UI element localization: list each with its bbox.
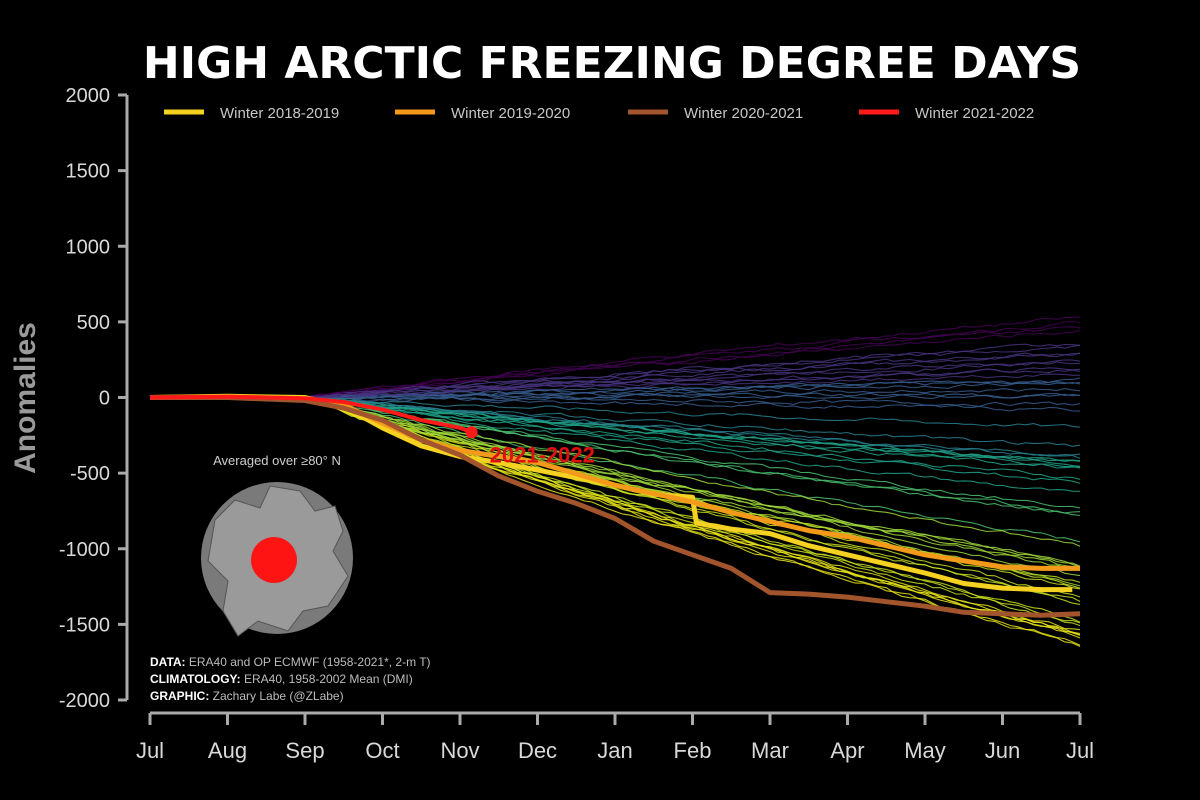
series-line-winter-2021-2022 [149, 394, 473, 435]
x-tick-label: Jul [1066, 738, 1094, 763]
y-tick-label: -1500 [59, 614, 110, 636]
y-tick-label: 0 [99, 388, 110, 410]
y-tick-label: 500 [77, 312, 110, 334]
x-tick-label: Feb [674, 738, 712, 763]
y-tick-label: -1000 [59, 539, 110, 561]
inset-map: Averaged over ≥80° N [201, 453, 353, 637]
legend-entry: Winter 2021-2022 [915, 105, 1034, 122]
legend-entry: Winter 2019-2020 [451, 105, 570, 122]
x-tick-label: Mar [751, 738, 789, 763]
credit-data-label: DATA: [150, 655, 186, 669]
y-tick-label: 1500 [66, 161, 111, 183]
x-tick-label: Apr [830, 738, 864, 763]
credit-data-text: ERA40 and OP ECMWF (1958-2021*, 2-m T) [186, 655, 431, 669]
region-80n-marker [251, 537, 297, 583]
y-tick-label: -500 [70, 463, 110, 485]
x-tick-label: Jul [136, 738, 164, 763]
legend-entry: Winter 2018-2019 [220, 105, 339, 122]
x-tick-label: Jan [597, 738, 632, 763]
current-point-marker [465, 426, 478, 439]
x-tick-label: Oct [365, 738, 399, 763]
x-tick-label: Nov [440, 738, 479, 763]
credit-graphic-text: Zachary Labe (@ZLabe) [209, 689, 343, 703]
credit-graphic-label: GRAPHIC: [150, 689, 209, 703]
series-line-winter-2018-2019 [149, 393, 1073, 593]
chart-title: HIGH ARCTIC FREEZING DEGREE DAYS [143, 38, 1081, 89]
x-tick-label: May [904, 738, 946, 763]
credit-climatology-text: ERA40, 1958-2002 Mean (DMI) [241, 672, 413, 686]
x-tick-label: Dec [518, 738, 557, 763]
legend: Winter 2018-2019 Winter 2019-2020 Winter 2… [164, 105, 1034, 122]
inset-caption: Averaged over ≥80° N [213, 453, 341, 468]
y-axis-label: Anomalies [9, 322, 42, 474]
svg-text:DATA: ERA40 and OP ECMWF (1958: DATA: ERA40 and OP ECMWF (1958-2021*, 2-… [150, 655, 431, 669]
current-year-label: 2021-2022 [490, 442, 595, 467]
x-tick-label: Sep [285, 738, 324, 763]
y-tick-label: 2000 [66, 85, 111, 107]
y-tick-label: 1000 [66, 236, 111, 258]
svg-text:GRAPHIC: Zachary Labe (@ZLabe): GRAPHIC: Zachary Labe (@ZLabe) [150, 689, 344, 703]
x-tick-label: Jun [985, 738, 1020, 763]
credits: DATA: ERA40 and OP ECMWF (1958-2021*, 2-… [150, 655, 431, 703]
legend-entry: Winter 2020-2021 [684, 105, 803, 122]
svg-text:CLIMATOLOGY: ERA40, 1958-2002: CLIMATOLOGY: ERA40, 1958-2002 Mean (DMI) [150, 672, 413, 686]
credit-climatology-label: CLIMATOLOGY: [150, 672, 241, 686]
y-tick-label: -2000 [59, 690, 110, 712]
series-line-winter-2020-2021 [150, 395, 1081, 618]
x-tick-label: Aug [208, 738, 247, 763]
